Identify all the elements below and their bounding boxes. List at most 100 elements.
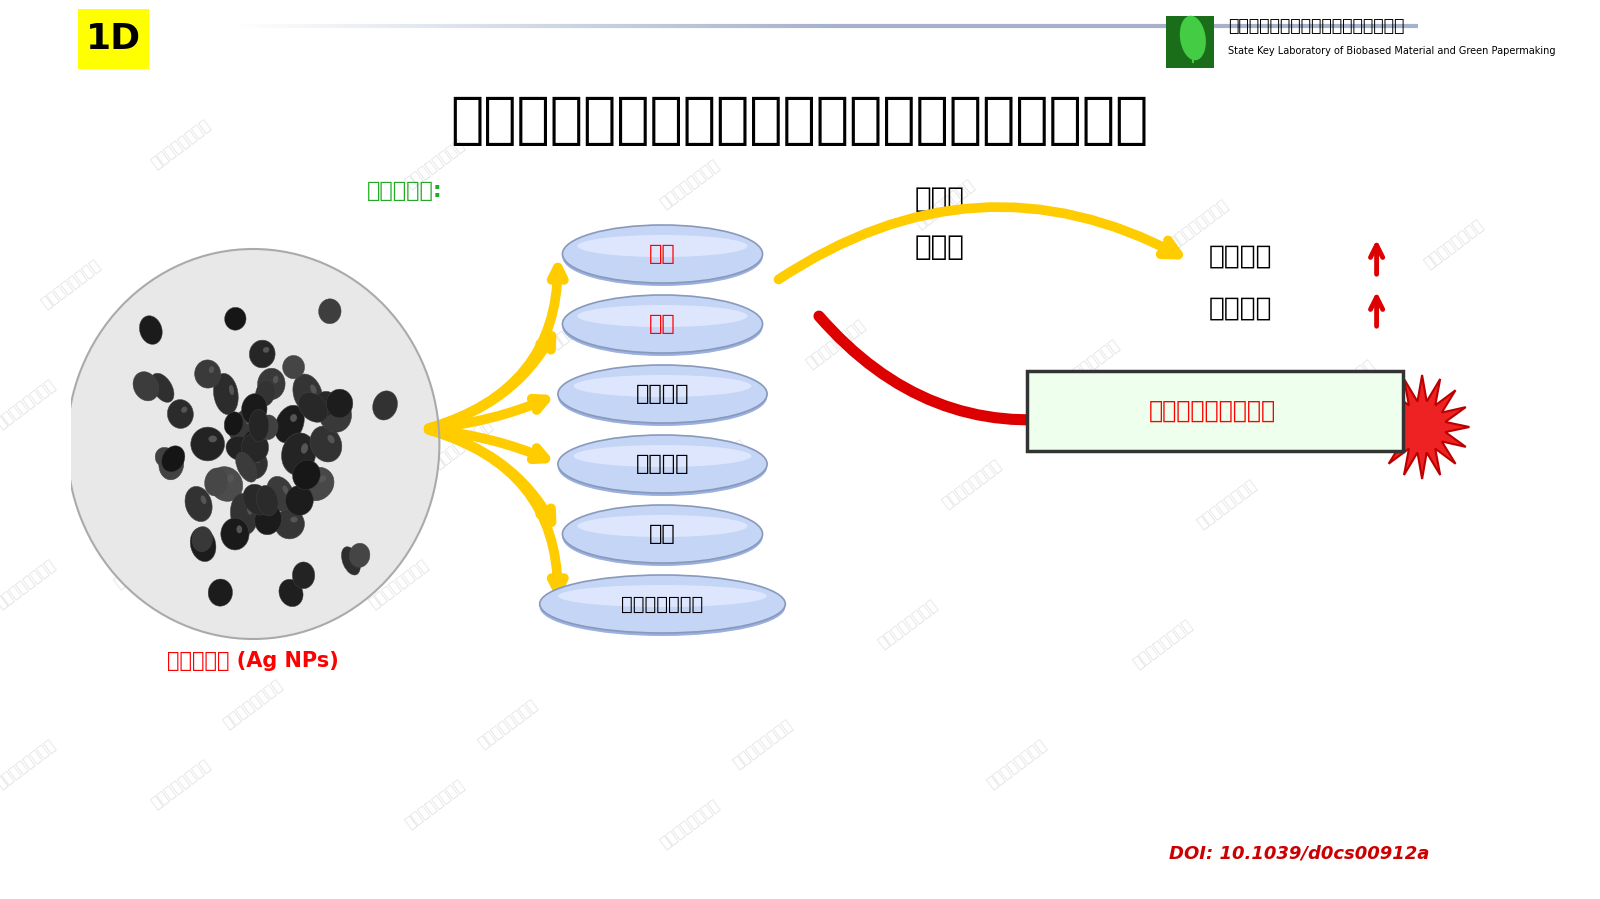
Ellipse shape	[563, 298, 763, 356]
Ellipse shape	[274, 376, 278, 383]
Text: DOI: 10.1039/d0cs00912a: DOI: 10.1039/d0cs00912a	[1170, 845, 1429, 863]
Ellipse shape	[192, 527, 213, 552]
Ellipse shape	[563, 505, 763, 563]
Ellipse shape	[256, 380, 275, 406]
Text: 中冶有色技术平台: 中冶有色技术平台	[1166, 197, 1232, 251]
Text: 能量收集: 能量收集	[635, 454, 690, 474]
Ellipse shape	[349, 543, 370, 567]
Text: 催化: 催化	[650, 244, 675, 264]
Text: 中冶有色技术平台: 中冶有色技术平台	[939, 457, 1005, 511]
Ellipse shape	[318, 298, 341, 324]
Text: 中冶有色技术平台: 中冶有色技术平台	[1421, 217, 1486, 271]
Ellipse shape	[224, 412, 243, 436]
Ellipse shape	[558, 438, 766, 496]
Ellipse shape	[248, 396, 267, 421]
Text: 中冶有色技术平台: 中冶有色技术平台	[1058, 337, 1123, 391]
Text: 中冶有色技术平台: 中冶有色技术平台	[38, 257, 104, 311]
Text: 中冶有色技术平台: 中冶有色技术平台	[730, 717, 795, 771]
Text: State Key Laboratory of Biobased Material and Green Papermaking: State Key Laboratory of Biobased Materia…	[1229, 46, 1555, 56]
Text: 中冶有色技术平台: 中冶有色技术平台	[430, 417, 494, 471]
Text: 光电工程: 光电工程	[635, 384, 690, 404]
Ellipse shape	[229, 385, 234, 396]
Ellipse shape	[563, 225, 763, 283]
Ellipse shape	[195, 360, 221, 388]
Ellipse shape	[341, 547, 360, 575]
Ellipse shape	[230, 494, 258, 535]
Ellipse shape	[310, 385, 317, 395]
Ellipse shape	[250, 340, 275, 368]
Ellipse shape	[563, 295, 763, 353]
Ellipse shape	[558, 368, 766, 426]
Text: 催化活性: 催化活性	[1208, 244, 1272, 270]
Text: 抗菌活性: 抗菌活性	[1208, 296, 1272, 322]
Ellipse shape	[293, 562, 315, 589]
Ellipse shape	[326, 389, 354, 418]
Ellipse shape	[227, 474, 234, 483]
Ellipse shape	[573, 375, 752, 397]
Ellipse shape	[155, 448, 174, 467]
Text: 成像: 成像	[650, 524, 675, 544]
Ellipse shape	[229, 407, 259, 441]
Ellipse shape	[213, 373, 238, 414]
Ellipse shape	[186, 486, 213, 521]
Ellipse shape	[243, 430, 266, 456]
Ellipse shape	[173, 456, 178, 464]
Ellipse shape	[298, 393, 328, 423]
Ellipse shape	[373, 391, 397, 420]
Text: 1D: 1D	[85, 22, 141, 56]
Ellipse shape	[310, 426, 342, 462]
Text: 中冶有色技术平台: 中冶有色技术平台	[1194, 477, 1259, 531]
Ellipse shape	[254, 456, 261, 463]
Ellipse shape	[205, 468, 227, 496]
Text: 中冶有色技术平台: 中冶有色技术平台	[803, 317, 867, 371]
Text: 中冶有色技术平台: 中冶有色技术平台	[293, 277, 358, 331]
Ellipse shape	[67, 249, 440, 639]
FancyBboxPatch shape	[1027, 371, 1403, 451]
Text: 中冶有色技术平台: 中冶有色技术平台	[549, 297, 613, 351]
Ellipse shape	[237, 525, 242, 533]
Text: 高负载: 高负载	[915, 233, 965, 261]
Ellipse shape	[563, 228, 763, 286]
Text: 中冶有色技术平台: 中冶有色技术平台	[0, 737, 58, 791]
Ellipse shape	[1179, 15, 1206, 60]
Ellipse shape	[318, 476, 326, 483]
Ellipse shape	[290, 414, 298, 422]
Text: 中冶有色技术平台: 中冶有色技术平台	[147, 757, 213, 811]
FancyBboxPatch shape	[77, 9, 149, 69]
Ellipse shape	[267, 476, 294, 512]
Ellipse shape	[181, 406, 187, 413]
Text: 中冶有色技术平台: 中冶有色技术平台	[912, 177, 978, 231]
Ellipse shape	[250, 409, 269, 441]
Text: 化学或生物传感: 化学或生物传感	[621, 594, 704, 613]
Ellipse shape	[242, 432, 269, 462]
Text: 中冶有色技术平台: 中冶有色技术平台	[875, 597, 941, 651]
Ellipse shape	[190, 528, 216, 562]
Ellipse shape	[558, 365, 766, 423]
Ellipse shape	[262, 347, 269, 352]
Ellipse shape	[290, 517, 298, 522]
Text: 中冶有色技术平台: 中冶有色技术平台	[403, 137, 467, 191]
Ellipse shape	[246, 504, 253, 515]
Text: 中冶有色技术平台: 中冶有色技术平台	[176, 397, 240, 451]
Ellipse shape	[578, 305, 747, 327]
Ellipse shape	[314, 391, 336, 417]
Ellipse shape	[283, 485, 288, 494]
Ellipse shape	[336, 405, 344, 413]
Text: 中冶有色技术平台: 中冶有色技术平台	[658, 797, 722, 851]
Text: 中冶有色技术平台: 中冶有色技术平台	[475, 697, 541, 751]
Text: 中冶有色技术平台: 中冶有色技术平台	[112, 537, 176, 591]
Ellipse shape	[275, 405, 304, 443]
Ellipse shape	[293, 460, 320, 490]
Text: 中冶有色技术平台: 中冶有色技术平台	[403, 777, 467, 831]
Ellipse shape	[133, 371, 158, 401]
Text: 植物基组分助力树脂微纳米载銀复合材料的制备: 植物基组分助力树脂微纳米载銀复合材料的制备	[450, 94, 1149, 148]
Ellipse shape	[558, 435, 766, 493]
Text: 广泛被使用:: 广泛被使用:	[366, 181, 443, 201]
Ellipse shape	[243, 485, 272, 515]
Ellipse shape	[221, 518, 250, 550]
Text: 銀纳米颗粒 (Ag NPs): 銀纳米颗粒 (Ag NPs)	[168, 651, 339, 671]
Ellipse shape	[210, 467, 243, 502]
Ellipse shape	[242, 394, 267, 424]
Ellipse shape	[578, 515, 747, 537]
Ellipse shape	[200, 495, 206, 504]
